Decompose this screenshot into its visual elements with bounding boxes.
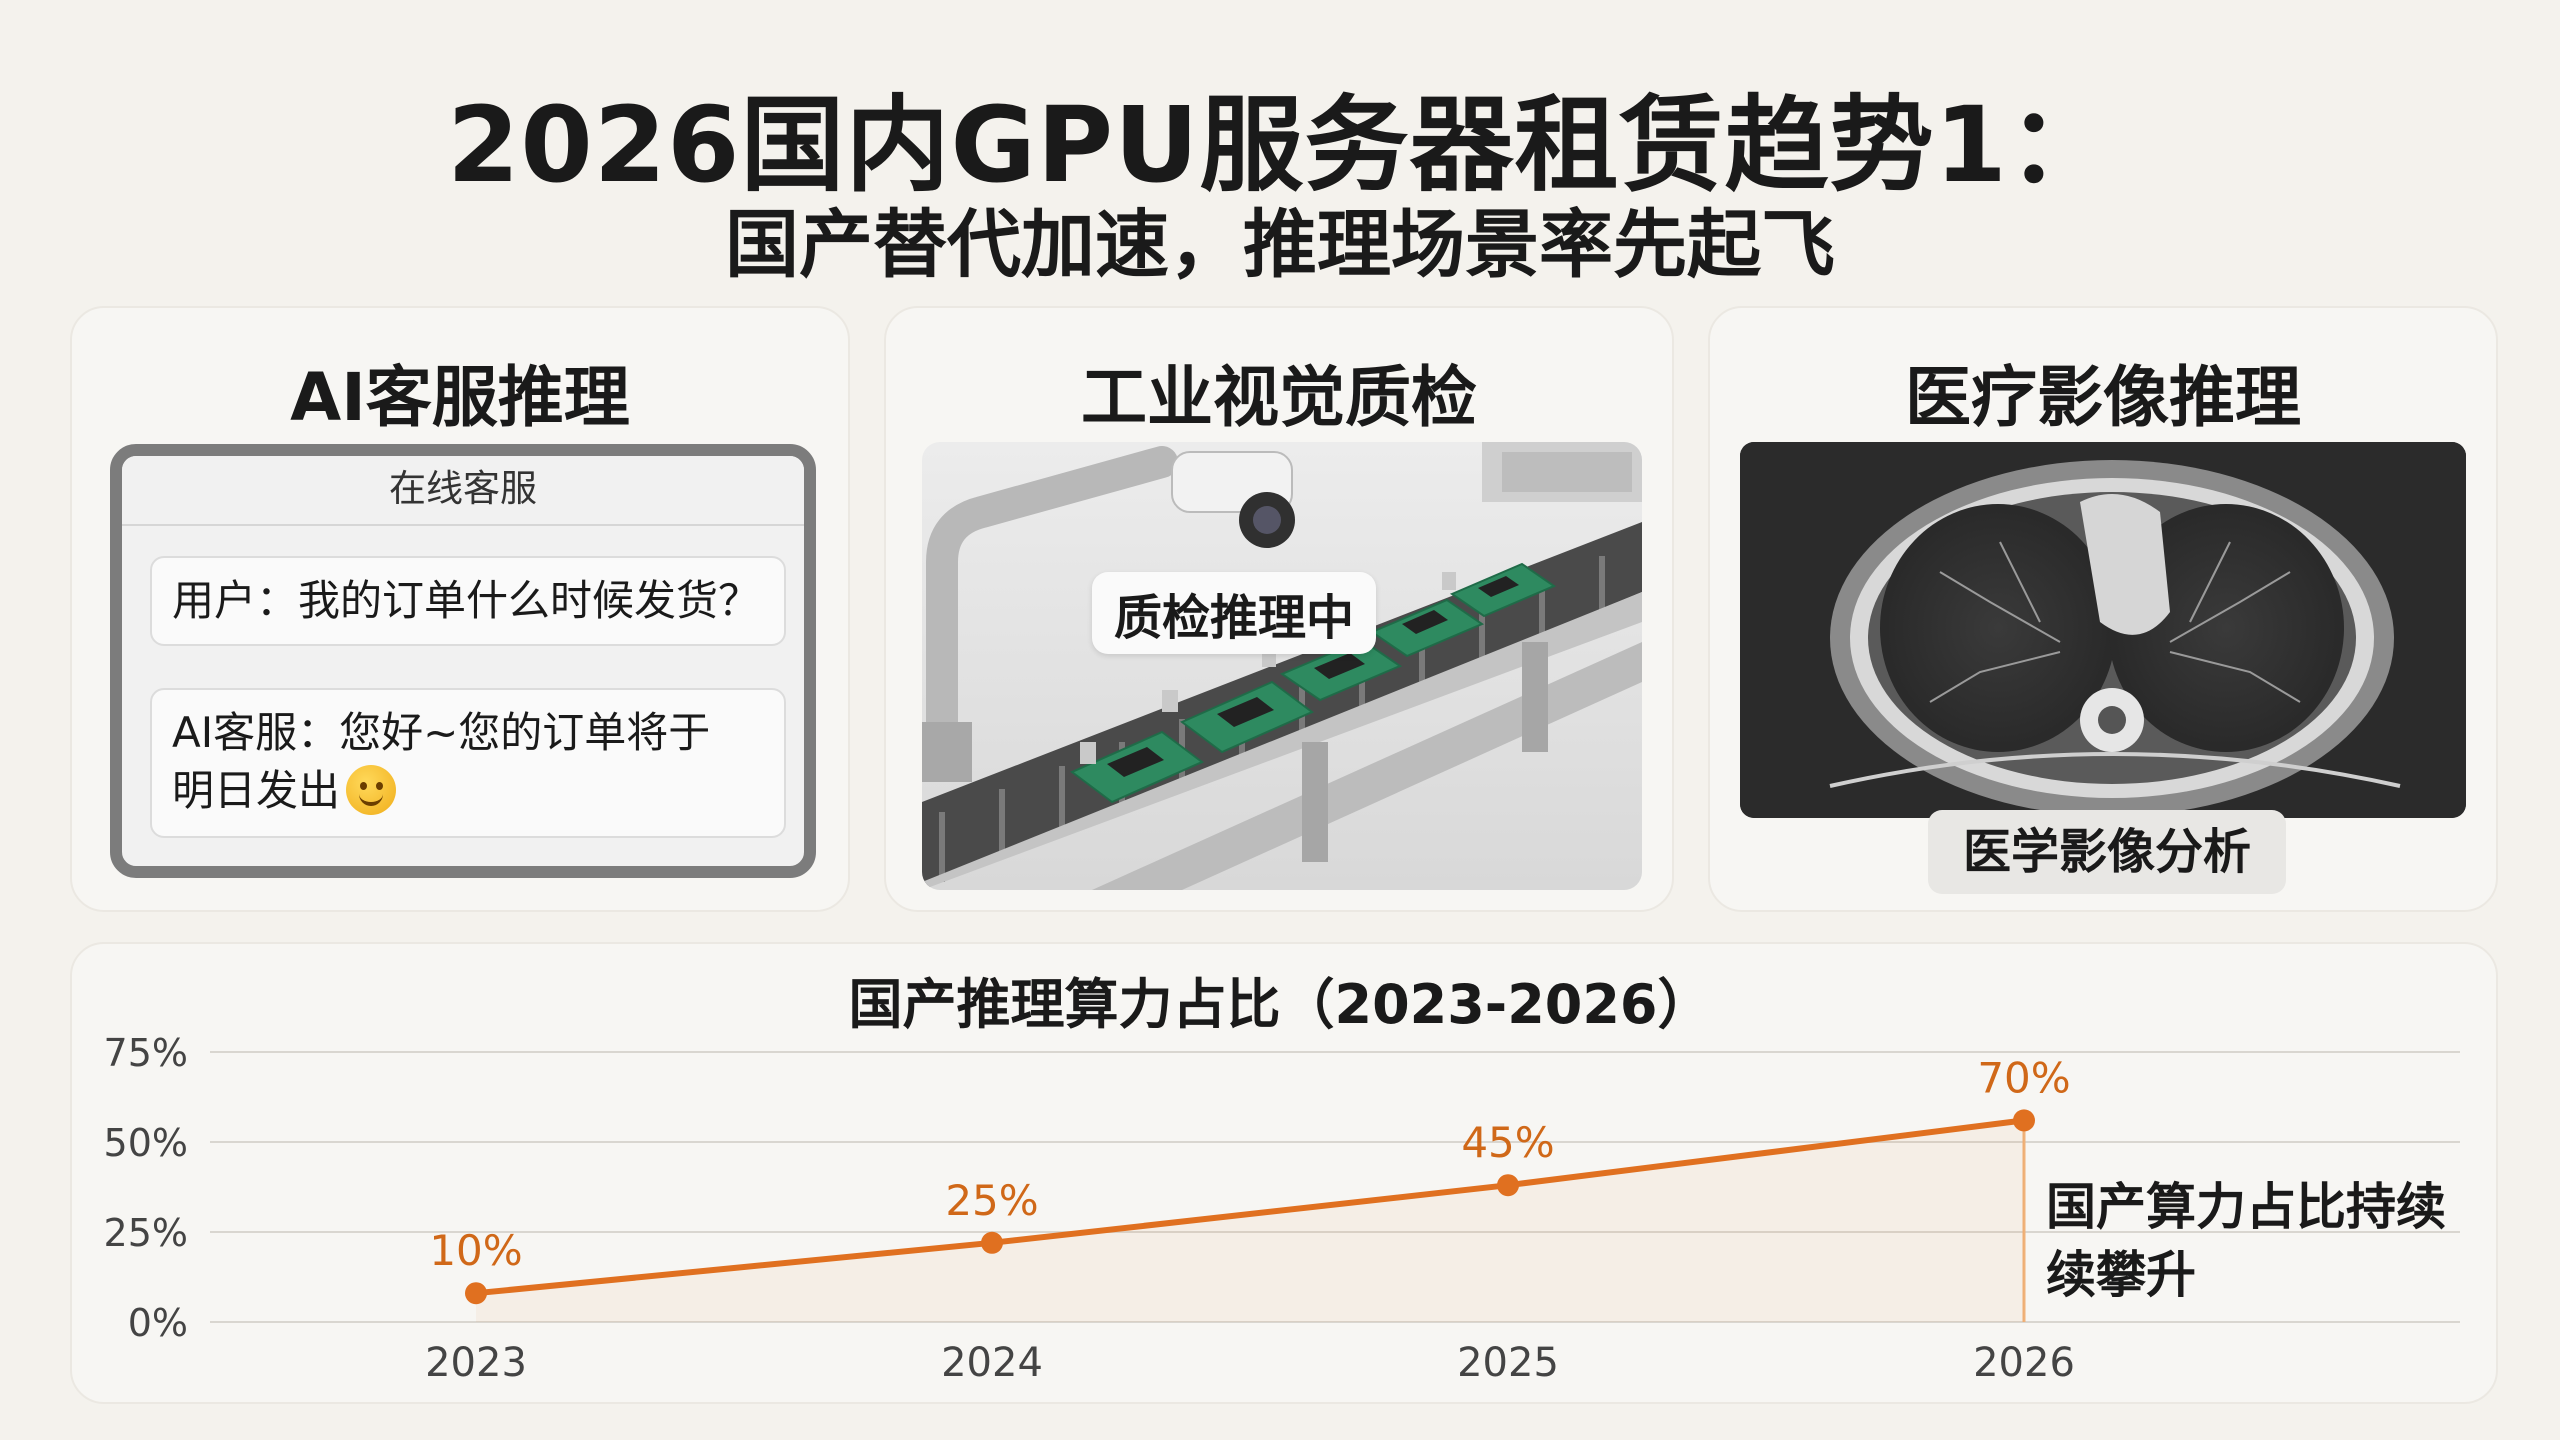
user-message: 用户：我的订单什么时候发货？ — [172, 576, 761, 625]
annotation-line1: 国产算力占比持续 — [2046, 1178, 2446, 1236]
page-title: 2026国内GPU服务器租赁趋势1： — [447, 84, 2113, 206]
chart-title: 国产推理算力占比（2023-2026） — [848, 973, 1712, 1036]
ai-message-line1: AI客服：您好~您的订单将于 — [172, 708, 711, 757]
data-point — [465, 1282, 487, 1305]
y-tick-label: 0% — [128, 1301, 188, 1345]
data-label: 25% — [945, 1176, 1038, 1225]
chart-card — [70, 942, 2498, 1404]
conveyor-illustration — [922, 442, 1642, 890]
data-point — [2013, 1109, 2035, 1132]
ct-scan-illustration — [1740, 442, 2466, 818]
series-line — [473, 1117, 2027, 1297]
y-tick-label: 75% — [104, 1031, 188, 1075]
factory-image: 质检推理中 — [922, 442, 1642, 890]
card-ai-customer-service: AI客服推理 在线客服 用户：我的订单什么时候发货？ AI客服：您好~您的订单将… — [70, 306, 850, 912]
data-label: 45% — [1461, 1118, 1554, 1167]
ai-message-bubble: AI客服：您好~您的订单将于 明日发出 — [150, 688, 786, 838]
x-tick-label: 2026 — [1973, 1340, 2075, 1386]
data-point — [981, 1231, 1003, 1254]
chat-window: 在线客服 用户：我的订单什么时候发货？ AI客服：您好~您的订单将于 明日发出 — [110, 444, 816, 878]
card-industrial-inspection: 工业视觉质检 — [884, 306, 1674, 912]
user-message-bubble: 用户：我的订单什么时候发货？ — [150, 556, 786, 646]
ct-analysis-label: 医学影像分析 — [1928, 810, 2286, 894]
annotation-line2: 续攀升 — [2046, 1246, 2196, 1304]
card-medical-imaging: 医疗影像推理 医学影像分析 — [1708, 306, 2498, 912]
ai-message-line2: 明日发出 — [172, 766, 341, 815]
smiley-icon — [346, 764, 397, 815]
qc-status-label: 质检推理中 — [1092, 572, 1377, 654]
data-label: 70% — [1977, 1053, 2070, 1102]
page-subtitle: 国产替代加速，推理场景率先起飞 — [725, 202, 1835, 288]
card-title: 医疗影像推理 — [1905, 359, 2301, 436]
card-title: AI客服推理 — [290, 359, 630, 436]
x-tick-label: 2023 — [425, 1340, 527, 1386]
data-label: 10% — [429, 1226, 522, 1275]
y-tick-label: 50% — [104, 1121, 188, 1165]
ct-scan-image — [1740, 442, 2466, 818]
data-point — [1497, 1174, 1519, 1197]
card-title: 工业视觉质检 — [1081, 359, 1477, 436]
x-tick-label: 2025 — [1457, 1340, 1559, 1386]
y-tick-label: 25% — [104, 1211, 188, 1255]
chat-window-title: 在线客服 — [122, 456, 804, 526]
x-tick-label: 2024 — [941, 1340, 1043, 1386]
camera-icon — [1171, 451, 1295, 548]
